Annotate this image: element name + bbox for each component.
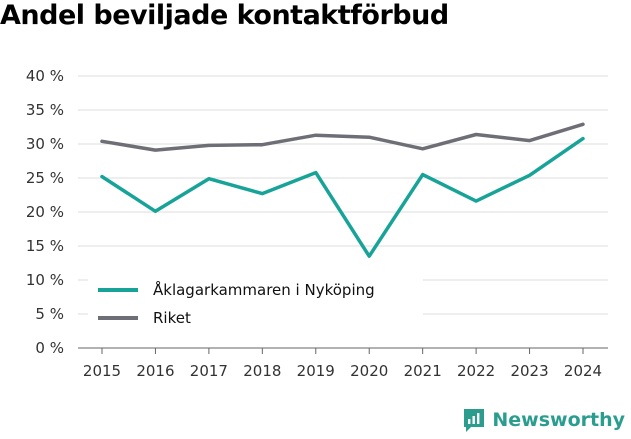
brand-name: Newsworthy	[492, 409, 625, 431]
legend-label: Riket	[153, 309, 191, 327]
y-axis-ticks: 0 % 5 % 10 % 15 % 20 % 25 % 30 % 35 % 40 %	[26, 67, 64, 357]
x-tick-label: 2022	[457, 362, 495, 380]
x-tick-label: 2023	[510, 362, 548, 380]
chart-title: Andel beviljade kontaktförbud	[0, 0, 449, 31]
x-tick-label: 2020	[350, 362, 388, 380]
y-tick-label: 5 %	[35, 305, 64, 323]
legend: Åklagarkammaren i Nyköping Riket	[88, 272, 423, 340]
x-tick-label: 2016	[136, 362, 174, 380]
y-tick-label: 15 %	[26, 237, 64, 255]
x-tick-label: 2024	[564, 362, 602, 380]
series-lines	[100, 122, 585, 258]
y-tick-label: 40 %	[26, 67, 64, 85]
y-tick-label: 10 %	[26, 271, 64, 289]
brand[interactable]: Newsworthy	[462, 407, 625, 433]
y-tick-label: 25 %	[26, 169, 64, 187]
y-tick-label: 20 %	[26, 203, 64, 221]
series-line	[100, 122, 585, 152]
x-tick-label: 2021	[404, 362, 442, 380]
x-tick-label: 2015	[83, 362, 121, 380]
x-tick-label: 2019	[297, 362, 335, 380]
x-tick-label: 2018	[243, 362, 281, 380]
x-axis-ticks: 2015 2016 2017 2018 2019 2020 2021 2022 2023 2024	[83, 348, 602, 380]
legend-label: Åklagarkammaren i Nyköping	[153, 280, 375, 299]
x-tick-label: 2017	[190, 362, 228, 380]
newsworthy-logo-icon	[464, 409, 485, 432]
y-tick-label: 30 %	[26, 135, 64, 153]
legend-background	[88, 272, 423, 340]
y-tick-label: 35 %	[26, 101, 64, 119]
series-line	[100, 136, 585, 258]
y-tick-label: 0 %	[35, 339, 64, 357]
